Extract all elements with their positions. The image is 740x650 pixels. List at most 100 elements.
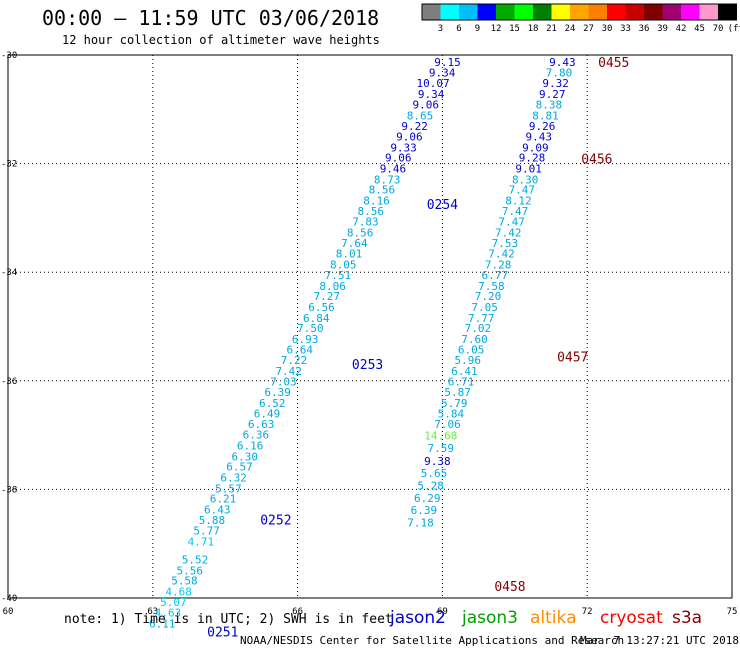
- wave-height-label: 7.42: [275, 365, 302, 378]
- wave-height-label: 6.30: [232, 450, 259, 463]
- x-tick-label: 75: [727, 607, 738, 617]
- wave-height-label: 7.59: [427, 442, 454, 455]
- wave-height-label: 7.06: [434, 418, 461, 431]
- wave-height-label: 8.06: [319, 280, 346, 293]
- wave-height-label: 6.56: [308, 301, 335, 314]
- wave-height-label: 5.84: [438, 407, 465, 420]
- wave-height-label: 4.68: [165, 585, 192, 598]
- color-scale-swatch: [588, 4, 607, 20]
- x-tick-label: 63: [147, 607, 158, 617]
- color-scale-tick: 45: [694, 24, 705, 34]
- legend-altika: altika: [530, 608, 577, 628]
- wave-height-label: 7.51: [325, 269, 352, 282]
- wave-height-label: 6.39: [264, 386, 291, 399]
- wave-height-label: 6.41: [451, 365, 478, 378]
- color-scale-swatch: [662, 4, 681, 20]
- color-scale-swatch: [625, 4, 644, 20]
- wave-height-label: 7.27: [314, 290, 341, 303]
- color-scale-swatch: [459, 4, 478, 20]
- wave-height-label: 8.56: [357, 205, 384, 218]
- color-scale-tick: 12: [491, 24, 502, 34]
- wave-height-label: 5.58: [171, 575, 198, 588]
- wave-height-label: 9.34: [418, 88, 445, 101]
- wave-height-label: 5.65: [421, 467, 448, 480]
- wave-height-label: 7.53: [492, 237, 519, 250]
- wave-height-label: 7.03: [270, 375, 297, 388]
- wave-height-label: 6.49: [254, 407, 281, 420]
- y-tick-label: -36: [1, 377, 17, 387]
- x-tick-label: 66: [292, 607, 303, 617]
- wave-height-label: 9.06: [385, 152, 412, 165]
- wave-height-label: 7.05: [471, 301, 498, 314]
- wave-height-label: 8.12: [505, 195, 532, 208]
- wave-height-label: 7.47: [502, 205, 529, 218]
- legend-s3a: s3a: [672, 608, 703, 628]
- wave-height-label: 9.26: [529, 120, 556, 133]
- color-scale-swatch: [551, 4, 570, 20]
- wave-height-label: 9.01: [515, 162, 542, 175]
- wave-height-label: 8.73: [374, 173, 401, 186]
- x-tick-label: 72: [582, 607, 593, 617]
- wave-height-label: 9.15: [434, 56, 461, 69]
- color-scale-swatch: [514, 4, 533, 20]
- wave-height-label: 8.30: [512, 173, 539, 186]
- y-tick-label: -34: [1, 268, 17, 278]
- wave-height-label: 7.28: [485, 259, 512, 272]
- wave-height-label: 6.32: [220, 471, 247, 484]
- wave-height-label: 6.21: [210, 493, 237, 506]
- y-tick-label: -40: [1, 594, 17, 604]
- wave-height-label: 7.60: [461, 333, 488, 346]
- wave-height-label: 9.06: [396, 130, 423, 143]
- wave-height-label: 9.34: [429, 66, 456, 79]
- color-scale-swatch: [699, 4, 718, 20]
- color-scale-swatch: [533, 4, 552, 20]
- pass-time-label: 0254: [427, 198, 458, 213]
- wave-height-label: 7.20: [475, 290, 502, 303]
- color-scale-tick: 39: [657, 24, 668, 34]
- legend-jason2: jason2: [390, 608, 446, 628]
- color-scale-frame: [421, 3, 737, 21]
- color-scale-tick: 27: [583, 24, 594, 34]
- wave-height-label: 7.22: [281, 354, 308, 367]
- wave-height-label: 9.22: [401, 120, 428, 133]
- y-tick-label: -38: [1, 485, 17, 495]
- wave-height-label: 9.43: [549, 56, 576, 69]
- color-scale-tick: 3: [438, 24, 443, 34]
- plot-frame: [7, 54, 733, 599]
- wave-height-label: 6.29: [414, 492, 441, 505]
- wave-height-label: 6.05: [458, 343, 485, 356]
- wave-height-label: 7.47: [498, 216, 525, 229]
- wave-height-label: 7.50: [297, 322, 324, 335]
- wave-height-label: 7.18: [407, 517, 434, 530]
- color-scale-swatch: [644, 4, 663, 20]
- wave-height-label: 5.77: [193, 525, 220, 538]
- wave-height-label: 6.16: [237, 439, 264, 452]
- wave-height-label: 6.36: [243, 429, 270, 442]
- wave-height-label: 5.57: [215, 482, 242, 495]
- wave-height-label: 8.16: [363, 195, 390, 208]
- footer-note: note: 1) Time is in UTC; 2) SWH is in fe…: [64, 612, 393, 627]
- wave-height-label: 6.43: [204, 503, 231, 516]
- color-scale-tick: 18: [528, 24, 539, 34]
- wave-height-label: 9.43: [525, 130, 552, 143]
- wave-height-label: 6.84: [303, 312, 330, 325]
- wave-height-label: 5.88: [199, 514, 226, 527]
- color-scale-tick: 33: [620, 24, 631, 34]
- color-scale-swatch: [422, 4, 441, 20]
- legend-jason3: jason3: [462, 608, 518, 628]
- wave-height-label: 5.79: [441, 397, 468, 410]
- wave-height-label: 6.57: [226, 461, 253, 474]
- wave-height-label: 8.56: [347, 227, 374, 240]
- page-title: 00:00 — 11:59 UTC 03/06/2018: [42, 6, 380, 30]
- color-scale-swatch: [440, 4, 459, 20]
- wave-height-label: 14.68: [424, 430, 457, 443]
- color-scale-tick: 24: [565, 24, 576, 34]
- wave-height-label: 8.01: [336, 248, 363, 261]
- pass-time-label: 0456: [581, 153, 612, 168]
- wave-height-label: 8.81: [532, 109, 559, 122]
- wave-height-label: 9.33: [390, 141, 417, 154]
- wave-height-label: 5.96: [455, 354, 482, 367]
- pass-time-label: 0252: [260, 513, 291, 528]
